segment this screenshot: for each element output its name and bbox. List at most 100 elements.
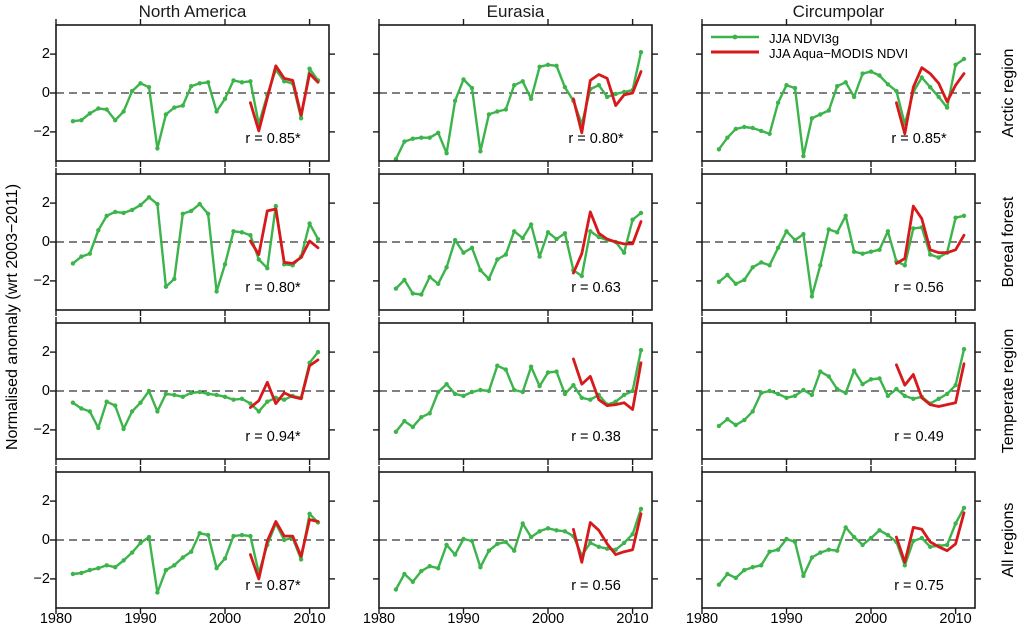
ndvi3g-data-point — [104, 563, 109, 568]
ndvi3g-data-point — [953, 215, 958, 220]
ndvi3g-data-point — [545, 62, 551, 67]
ndvi3g-data-point — [843, 525, 848, 530]
ndvi3g-data-point — [537, 529, 542, 534]
ndvi3g-data-point — [851, 249, 857, 254]
ndvi3g-data-point — [469, 538, 475, 544]
ndvi3g-data-point — [835, 386, 840, 392]
panel-frame — [701, 173, 976, 311]
ndvi3g-data-point — [87, 567, 92, 573]
ndvi3g-data-point — [121, 210, 126, 216]
ndvi3g-data-point — [129, 409, 135, 414]
row-label-all-regions: All regions — [1000, 502, 1017, 578]
ndvi3g-data-point — [537, 254, 542, 259]
ndvi3g-data-point — [180, 394, 185, 399]
panel-arctic-circumpolar: r = 0.85* — [696, 19, 981, 167]
r-value-label: r = 0.49 — [894, 429, 944, 445]
ndvi3g-data-point — [121, 558, 126, 563]
ndvi3g-data-point — [835, 230, 840, 235]
ndvi3g-data-point — [801, 573, 806, 579]
ndvi3g-data-point — [588, 540, 593, 546]
ndvi3g-data-point — [528, 222, 534, 227]
ndvi3g-data-point — [70, 261, 76, 266]
ndvi3g-data-point — [877, 73, 882, 78]
ndvi3g-data-point — [419, 135, 424, 140]
ndvi3g-data-point — [444, 382, 449, 387]
ndvi3g-data-point — [613, 91, 618, 97]
ndvi3g-data-point — [273, 203, 278, 209]
ndvi3g-data-point — [113, 118, 118, 123]
ndvi3g-data-point — [520, 389, 525, 395]
ndvi3g-data-point — [928, 85, 933, 90]
ndvi3g-data-point — [189, 208, 194, 214]
ndvi3g-data-point — [410, 136, 415, 141]
ndvi3g-data-point — [613, 399, 618, 404]
ndvi3g-data-point — [868, 535, 874, 541]
ndvi3g-data-point — [469, 245, 475, 250]
panel-frame — [701, 471, 976, 609]
y-tick-label: 2 — [41, 195, 50, 212]
ndvi3g-data-point — [298, 557, 304, 562]
ndvi3g-data-point — [630, 532, 635, 537]
ndvi3g-data-point — [239, 532, 245, 538]
ndvi3g-data-point — [205, 211, 211, 216]
row-label-arctic-region: Arctic region — [1000, 48, 1017, 138]
ndvi3g-data-point — [486, 276, 492, 282]
ndvi3g-data-point — [621, 540, 627, 546]
ndvi3g-data-point — [410, 424, 415, 430]
ndvi3g-data-point — [146, 195, 152, 200]
ndvi3g-data-point — [231, 229, 236, 234]
x-tick-label: 2010 — [616, 611, 649, 627]
ndvi3g-data-point — [750, 409, 755, 414]
ndvi3g-data-point — [528, 364, 534, 369]
ndvi3g-data-point — [121, 426, 126, 432]
ndvi3g-data-point — [222, 556, 228, 561]
ndvi3g-data-point — [104, 107, 109, 112]
ndvi3g-data-point — [562, 391, 568, 397]
ndvi3g-data-point — [393, 429, 399, 434]
ndvi3g-data-point — [953, 521, 958, 526]
ndvi3g-data-point — [562, 231, 568, 236]
ndvi3g-data-point — [868, 249, 874, 254]
ndvi3g-data-point — [809, 555, 815, 560]
ndvi3g-data-point — [961, 56, 967, 62]
ndvi3g-data-point — [596, 544, 601, 549]
ndvi3g-data-point — [638, 210, 644, 216]
x-tick-label: 1990 — [124, 611, 157, 627]
ndvi3g-data-point — [282, 537, 287, 543]
ndvi3g-data-point — [638, 50, 644, 55]
ndvi3g-data-point — [605, 94, 610, 100]
ndvi3g-data-point — [427, 564, 432, 569]
ndvi3g-data-point — [596, 234, 601, 240]
modis-line — [571, 70, 643, 135]
ndvi3g-data-point — [469, 389, 475, 395]
ndvi3g-data-point — [767, 263, 772, 268]
ndvi3g-data-point — [222, 262, 228, 267]
ndvi3g-data-point — [248, 533, 253, 539]
ndvi3g-data-point — [461, 393, 466, 399]
panel-frame — [378, 322, 653, 460]
ndvi3g-data-point — [596, 83, 601, 88]
ndvi3g-data-point — [868, 69, 874, 74]
ndvi3g-data-point — [402, 571, 407, 577]
ndvi3g-data-point — [826, 227, 831, 232]
ndvi3g-data-point — [759, 260, 764, 265]
ndvi3g-data-point — [452, 391, 458, 397]
ndvi3g-data-point — [478, 268, 483, 273]
ndvi3g-data-point — [537, 64, 542, 69]
panel-boreal-eurasia: r = 0.63 — [373, 168, 658, 316]
ndvi3g-data-point — [239, 396, 245, 401]
legend: JJA NDVI3g JJA Aqua−MODIS NDVI — [709, 31, 908, 61]
ndvi3g-data-point — [393, 587, 399, 592]
ndvi3g-data-point — [205, 532, 211, 538]
x-tick-label: 2000 — [531, 611, 565, 627]
ndvi3g-data-point — [554, 236, 559, 242]
ndvi3g-data-point — [265, 266, 270, 271]
ndvi3g-data-point — [231, 78, 236, 83]
ndvi3g-data-point — [545, 526, 551, 531]
ndvi3g-data-point — [495, 541, 500, 547]
y-tick-label: 0 — [41, 234, 50, 250]
ndvi3g-data-point — [579, 395, 584, 400]
modis-line — [894, 204, 966, 265]
ndvi3g-data-point — [146, 388, 152, 394]
ndvi3g-data-point — [621, 392, 627, 398]
